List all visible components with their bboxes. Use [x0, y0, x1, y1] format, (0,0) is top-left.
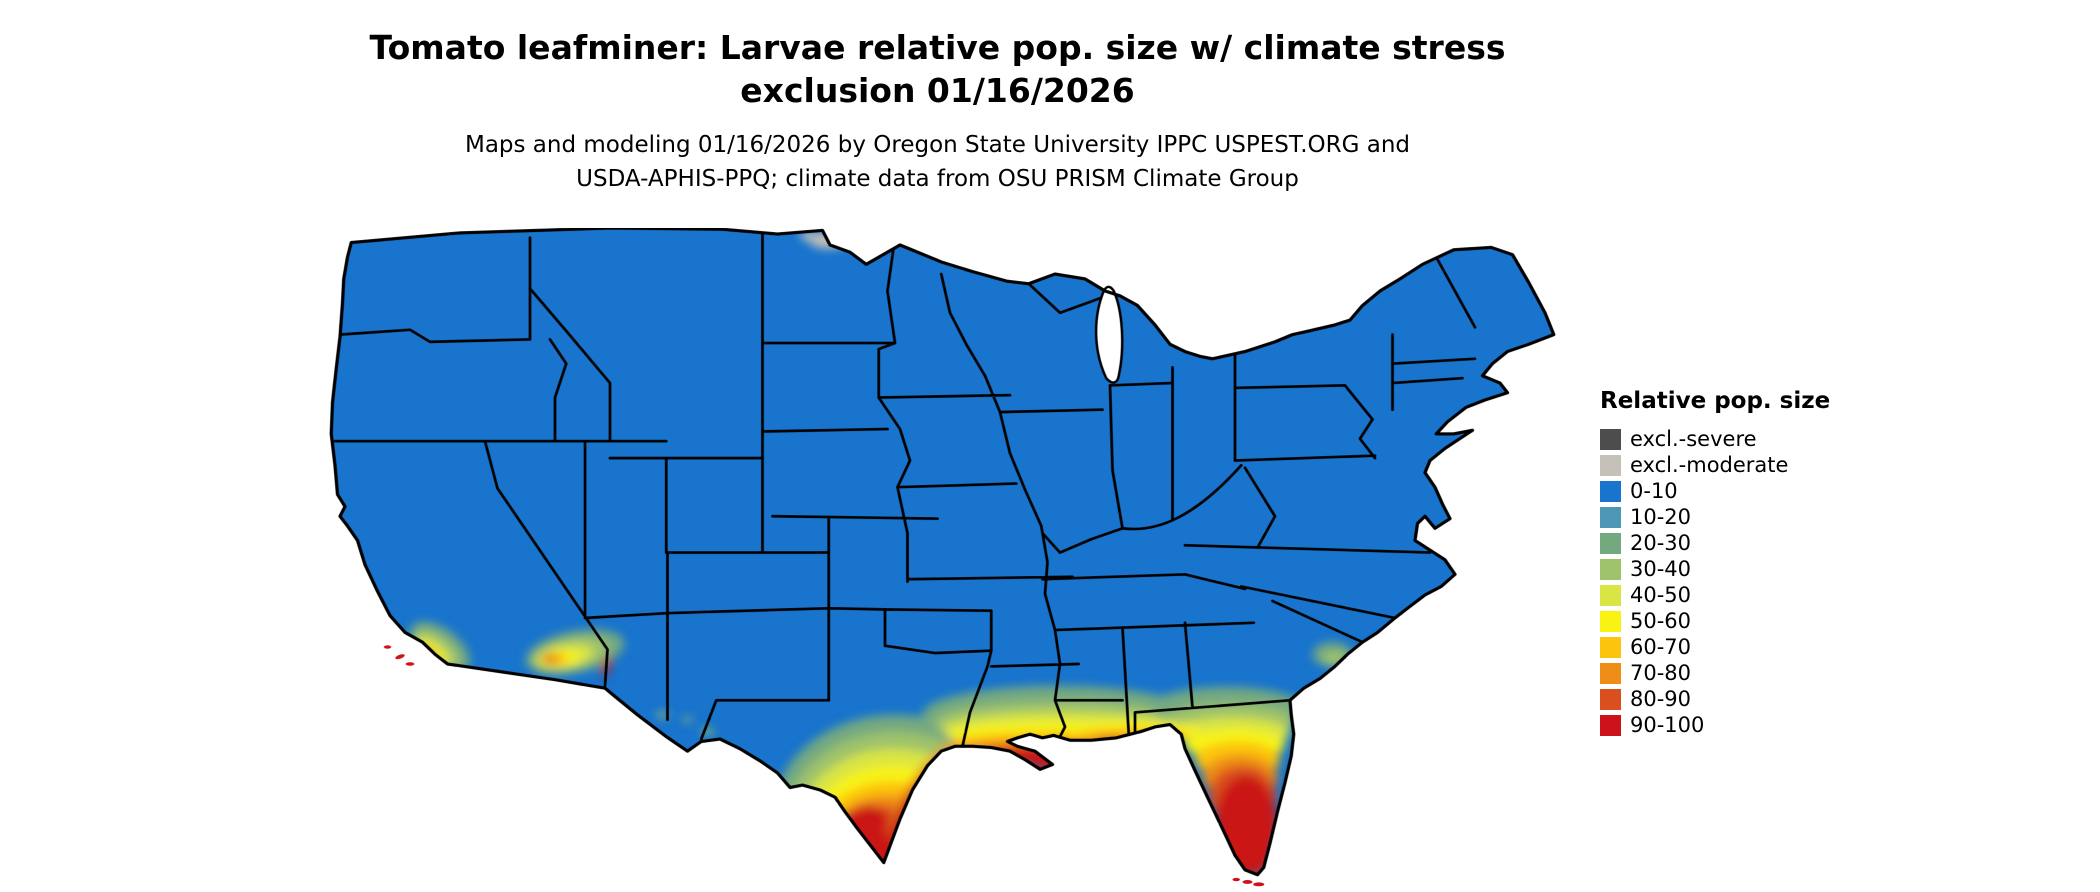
legend-item: excl.-moderate [1600, 452, 1830, 478]
legend-item: 90-100 [1600, 712, 1830, 738]
legend-label: 20-30 [1630, 531, 1692, 555]
legend-label: 50-60 [1630, 609, 1692, 633]
legend-item: 50-60 [1600, 608, 1830, 634]
legend-swatch-80-90 [1600, 688, 1621, 710]
channel-islands [395, 654, 405, 660]
map-subtitle-line2: USDA-APHIS-PPQ; climate data from OSU PR… [576, 166, 1299, 192]
us-map [310, 228, 1560, 888]
legend-item: excl.-severe [1600, 426, 1830, 452]
map-title-line2: exclusion 01/16/2026 [740, 71, 1135, 110]
legend-item: 70-80 [1600, 660, 1830, 686]
hotzone-arizona [543, 656, 554, 662]
legend-item: 20-30 [1600, 530, 1830, 556]
legend-label: 40-50 [1630, 583, 1692, 607]
us-outline [329, 228, 1556, 877]
legend-swatch-10-20 [1600, 506, 1621, 528]
legend-item: 40-50 [1600, 582, 1830, 608]
legend-label: 60-70 [1630, 635, 1692, 659]
legend-title: Relative pop. size [1600, 388, 1831, 414]
legend-item: 80-90 [1600, 686, 1830, 712]
hotzone-newmexico [682, 717, 693, 723]
florida-keys [1242, 880, 1253, 884]
hotzone-gulf [978, 743, 1117, 759]
legend: Relative pop. size excl.-severe excl.-mo… [1600, 388, 1830, 738]
legend-item: 10-20 [1600, 504, 1830, 530]
lake-michigan [1094, 285, 1124, 384]
legend-swatch-90-100 [1600, 714, 1621, 736]
legend-swatch-excl-severe [1600, 428, 1621, 450]
legend-item: 30-40 [1600, 556, 1830, 582]
legend-swatch-50-60 [1600, 610, 1621, 632]
map-title-line1: Tomato leafminer: Larvae relative pop. s… [369, 28, 1506, 67]
florida-keys [1253, 882, 1265, 887]
legend-label: excl.-moderate [1630, 453, 1789, 477]
legend-item: 60-70 [1600, 634, 1830, 660]
legend-label: 30-40 [1630, 557, 1692, 581]
header: Tomato leafminer: Larvae relative pop. s… [0, 26, 1875, 196]
legend-label: 80-90 [1630, 687, 1692, 711]
offshore-islands [383, 645, 1265, 887]
legend-swatch-60-70 [1600, 636, 1621, 658]
legend-label: 0-10 [1630, 479, 1678, 503]
hotzone-texas [836, 814, 929, 875]
state-borders [333, 232, 1477, 748]
legend-swatch-40-50 [1600, 584, 1621, 606]
legend-label: 90-100 [1630, 713, 1705, 737]
legend-swatch-0-10 [1600, 480, 1621, 502]
legend-label: 70-80 [1630, 661, 1692, 685]
legend-swatch-30-40 [1600, 558, 1621, 580]
channel-islands [405, 662, 415, 666]
channel-islands [383, 645, 392, 649]
florida-keys [1232, 877, 1240, 882]
legend-swatch-70-80 [1600, 662, 1621, 684]
map-subtitle: Maps and modeling 01/16/2026 by Oregon S… [0, 128, 1875, 196]
legend-swatch-excl-moderate [1600, 454, 1621, 476]
map-subtitle-line1: Maps and modeling 01/16/2026 by Oregon S… [464, 132, 1411, 158]
hotzone-newmexico [656, 711, 669, 718]
legend-label: 10-20 [1630, 505, 1692, 529]
legend-label: excl.-severe [1630, 427, 1757, 451]
us-map-svg [329, 228, 1556, 887]
legend-item: 0-10 [1600, 478, 1830, 504]
legend-swatch-20-30 [1600, 532, 1621, 554]
